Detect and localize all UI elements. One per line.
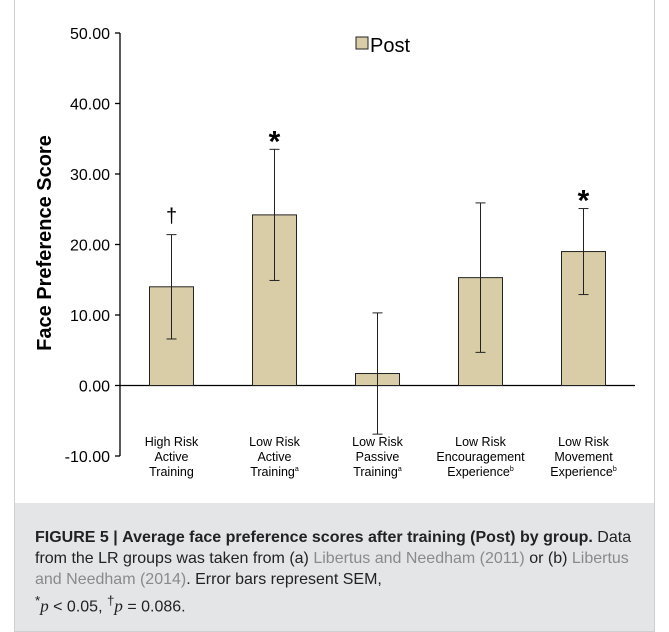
y-tick-label: 10.00 <box>70 308 110 325</box>
caption-stat-1-mark: * <box>35 593 41 608</box>
y-axis-title: Face Preference Score <box>34 135 56 351</box>
x-tick-label-superscript: a <box>295 466 299 473</box>
x-tick-label-superscript: a <box>398 466 402 473</box>
y-tick-label: -10.00 <box>65 449 110 466</box>
y-tick-label: 30.00 <box>70 167 110 184</box>
legend-swatch <box>355 36 369 50</box>
x-tick-label: High Risk <box>145 435 199 449</box>
y-tick-label: 0.00 <box>79 379 110 396</box>
x-tick-label: Traininga <box>250 465 299 479</box>
significance-marker: * <box>578 185 590 218</box>
x-tick-label: Active <box>257 450 291 464</box>
x-tick-label: Movement <box>554 450 613 464</box>
y-axis: -10.00 0.00 10.00 20.00 30.00 40.00 50.00 <box>65 26 121 466</box>
x-tick-label: Active <box>154 450 188 464</box>
caption-label: FIGURE 5 | <box>35 529 118 546</box>
caption-reference-2[interactable]: Libertus and Needham (2014) <box>35 550 629 588</box>
y-tick-label: 40.00 <box>70 97 110 114</box>
x-tick-label-superscript: b <box>510 466 514 473</box>
figure-caption: FIGURE 5 | Average face preference score… <box>35 527 635 617</box>
caption-stat-2-rest: = 0.086. <box>122 598 186 616</box>
x-tick-label: Low Risk <box>455 435 506 449</box>
caption-reference-1[interactable]: Libertus and Needham (2011) <box>313 550 525 567</box>
x-tick-label: Passive <box>356 450 400 464</box>
x-tick-label: Experienceb <box>447 465 514 479</box>
y-tick-label: 50.00 <box>70 26 110 43</box>
y-tick-label: 20.00 <box>70 238 110 255</box>
x-tick-label: Low Risk <box>352 435 403 449</box>
figure: -10.00 0.00 10.00 20.00 30.00 40.00 50.00 † * * … <box>14 0 655 632</box>
caption-text-2: or (b) <box>529 550 568 567</box>
x-tick-label-superscript: b <box>613 466 617 473</box>
caption-text-3: . Error bars represent SEM, <box>186 571 382 588</box>
legend-label: Post <box>370 35 410 57</box>
bars: † * * <box>149 125 606 435</box>
significance-marker: † <box>166 206 177 228</box>
caption-stat-1-var: p <box>40 596 49 616</box>
chart-panel: -10.00 0.00 10.00 20.00 30.00 40.00 50.00 † * * … <box>14 0 655 503</box>
x-tick-label: Encouragement <box>436 450 525 464</box>
significance-marker: * <box>269 125 281 158</box>
caption-panel: FIGURE 5 | Average face preference score… <box>14 503 655 632</box>
legend: Post <box>355 35 410 57</box>
x-tick-label: Low Risk <box>558 435 609 449</box>
x-tick-label: Training <box>149 465 194 479</box>
caption-title: Average face preference scores after tra… <box>122 529 593 546</box>
x-tick-label: Experienceb <box>550 465 617 479</box>
caption-text-1: Data from the LR groups was taken from (… <box>35 529 632 567</box>
x-tick-label: Low Risk <box>249 435 300 449</box>
caption-stat-2-mark: † <box>106 593 115 608</box>
caption-stat-1-rest: < 0.05, <box>48 598 103 616</box>
caption-stat-2-var: p <box>114 596 123 616</box>
x-tick-label: Traininga <box>353 465 402 479</box>
